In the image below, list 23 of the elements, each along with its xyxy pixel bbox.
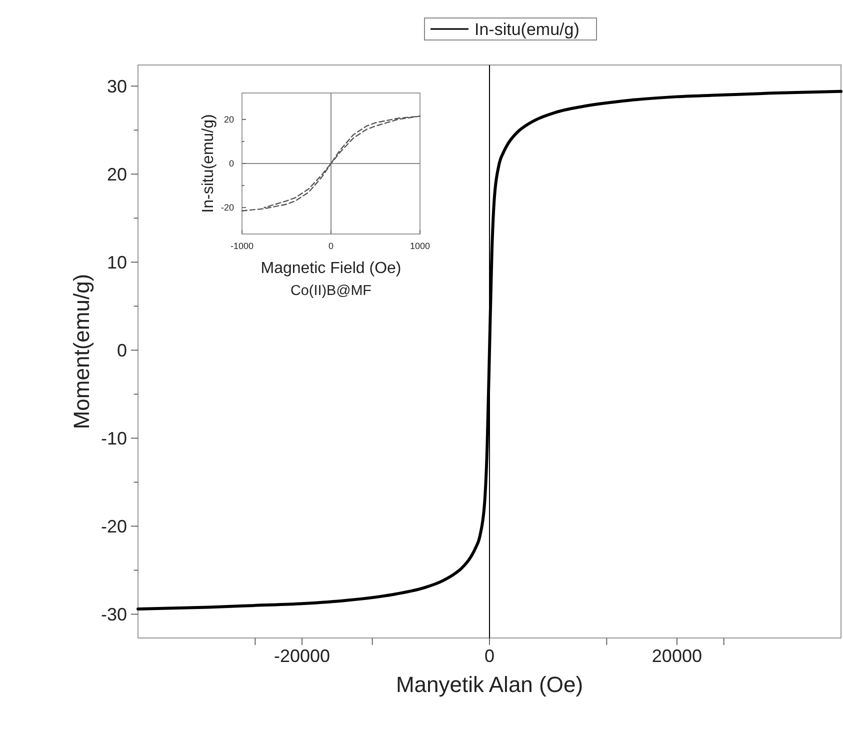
line-series: [241, 116, 421, 212]
y-tick-label: -20: [220, 202, 234, 213]
legend-label: In-situ(emu/g): [474, 20, 580, 39]
y-tick-label: 0: [228, 158, 234, 169]
y-tick-label: 20: [106, 164, 127, 184]
y-axis-title: Moment(emu/g): [68, 274, 94, 430]
x-tick-label: -1000: [230, 241, 254, 251]
y-tick-label: -10: [100, 428, 127, 448]
annotation: Co(II)B@MF: [290, 283, 372, 299]
y-tick-label: -30: [100, 604, 127, 625]
y-tick-label: 20: [224, 114, 234, 125]
x-tick-label: 0: [328, 241, 334, 251]
y-tick-label: -20: [100, 516, 127, 537]
y-tick-label: 30: [106, 76, 127, 96]
y-tick-label: 10: [106, 252, 127, 272]
y-tick-label: 0: [116, 340, 127, 360]
x-axis-title: Manyetik Alan (Oe): [396, 672, 584, 697]
x-axis-title: Magnetic Field (Oe): [260, 260, 402, 277]
x-tick-label: 20000: [652, 646, 702, 666]
x-tick-label: 0: [484, 646, 495, 666]
y-axis-title: In-situ(emu/g): [200, 114, 217, 213]
x-tick-label: -20000: [274, 646, 330, 666]
x-tick-label: 1000: [410, 241, 430, 251]
